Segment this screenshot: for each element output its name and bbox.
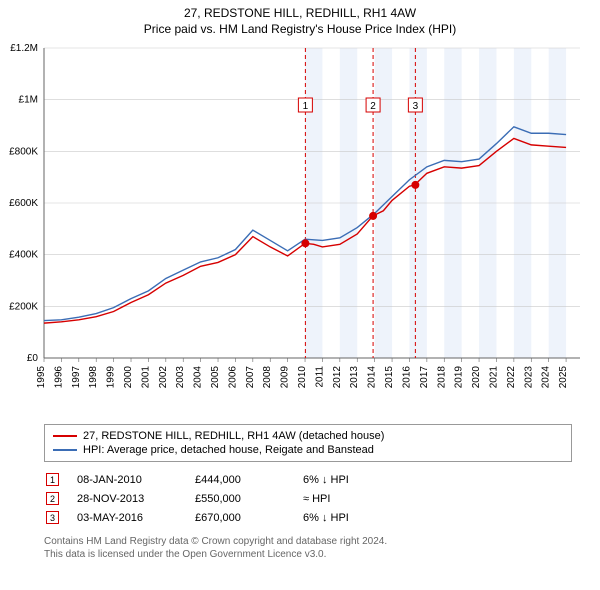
legend-swatch <box>53 435 77 437</box>
svg-text:2013: 2013 <box>349 366 360 389</box>
svg-text:£400K: £400K <box>9 250 38 261</box>
svg-text:2021: 2021 <box>488 366 499 389</box>
footer-line-1: Contains HM Land Registry data © Crown c… <box>44 535 572 548</box>
svg-text:2007: 2007 <box>245 366 256 389</box>
transaction-row: 3 03-MAY-2016 £670,000 6% ↓ HPI <box>44 508 572 527</box>
transaction-marker: 1 <box>46 473 59 486</box>
legend-item: 27, REDSTONE HILL, REDHILL, RH1 4AW (det… <box>53 429 563 443</box>
svg-text:£1.2M: £1.2M <box>10 43 38 54</box>
svg-text:2: 2 <box>370 101 376 112</box>
svg-text:2009: 2009 <box>280 366 291 389</box>
svg-text:1998: 1998 <box>88 366 99 389</box>
svg-text:2025: 2025 <box>558 366 569 389</box>
svg-text:2015: 2015 <box>384 366 395 389</box>
transaction-marker: 2 <box>46 492 59 505</box>
svg-text:£600K: £600K <box>9 198 38 209</box>
svg-text:1: 1 <box>303 101 309 112</box>
svg-text:2020: 2020 <box>471 366 482 389</box>
legend-label: HPI: Average price, detached house, Reig… <box>83 444 374 456</box>
transaction-price: £444,000 <box>195 474 285 486</box>
svg-text:2010: 2010 <box>297 366 308 389</box>
svg-text:2012: 2012 <box>332 366 343 389</box>
footer-line-2: This data is licensed under the Open Gov… <box>44 548 572 561</box>
svg-text:2004: 2004 <box>193 366 204 389</box>
legend: 27, REDSTONE HILL, REDHILL, RH1 4AW (det… <box>44 424 572 462</box>
svg-text:£1M: £1M <box>19 95 38 106</box>
svg-text:£800K: £800K <box>9 146 38 157</box>
svg-text:2008: 2008 <box>262 366 273 389</box>
svg-text:2024: 2024 <box>541 366 552 389</box>
svg-text:2001: 2001 <box>140 366 151 389</box>
legend-swatch <box>53 449 77 451</box>
transaction-date: 03-MAY-2016 <box>77 512 177 524</box>
chart-subtitle: Price paid vs. HM Land Registry's House … <box>0 22 600 36</box>
svg-text:2017: 2017 <box>419 366 430 389</box>
svg-text:2000: 2000 <box>123 366 134 389</box>
chart-plot: £0 £200K £400K £600K £800K £1M £1.2M 1995 1996 19… <box>0 38 600 418</box>
license-footer: Contains HM Land Registry data © Crown c… <box>44 535 572 561</box>
transaction-price: £550,000 <box>195 493 285 505</box>
transaction-delta: 6% ↓ HPI <box>303 512 413 524</box>
transaction-row: 1 08-JAN-2010 £444,000 6% ↓ HPI <box>44 470 572 489</box>
svg-text:1996: 1996 <box>53 366 64 389</box>
svg-text:£200K: £200K <box>9 301 38 312</box>
transaction-date: 28-NOV-2013 <box>77 493 177 505</box>
svg-text:1997: 1997 <box>71 366 82 389</box>
svg-text:2022: 2022 <box>506 366 517 389</box>
svg-text:2023: 2023 <box>523 366 534 389</box>
chart-header: 27, REDSTONE HILL, REDHILL, RH1 4AW Pric… <box>0 0 600 38</box>
transaction-marker: 3 <box>46 511 59 524</box>
svg-text:£0: £0 <box>27 353 39 364</box>
legend-label: 27, REDSTONE HILL, REDHILL, RH1 4AW (det… <box>83 430 384 442</box>
transaction-delta: 6% ↓ HPI <box>303 474 413 486</box>
svg-text:2016: 2016 <box>401 366 412 389</box>
svg-text:2018: 2018 <box>436 366 447 389</box>
svg-text:1999: 1999 <box>106 366 117 389</box>
svg-text:2005: 2005 <box>210 366 221 389</box>
svg-text:2014: 2014 <box>367 366 378 389</box>
transaction-price: £670,000 <box>195 512 285 524</box>
svg-text:2006: 2006 <box>227 366 238 389</box>
svg-text:2002: 2002 <box>158 366 169 389</box>
svg-text:3: 3 <box>413 101 419 112</box>
svg-text:1995: 1995 <box>36 366 47 389</box>
transaction-date: 08-JAN-2010 <box>77 474 177 486</box>
svg-text:2019: 2019 <box>454 366 465 389</box>
transaction-row: 2 28-NOV-2013 £550,000 ≈ HPI <box>44 489 572 508</box>
svg-text:2003: 2003 <box>175 366 186 389</box>
svg-text:2011: 2011 <box>314 366 325 388</box>
transactions-table: 1 08-JAN-2010 £444,000 6% ↓ HPI 2 28-NOV-2013… <box>44 470 572 527</box>
chart-title: 27, REDSTONE HILL, REDHILL, RH1 4AW <box>0 6 600 20</box>
legend-item: HPI: Average price, detached house, Reig… <box>53 443 563 457</box>
transaction-delta: ≈ HPI <box>303 493 413 505</box>
